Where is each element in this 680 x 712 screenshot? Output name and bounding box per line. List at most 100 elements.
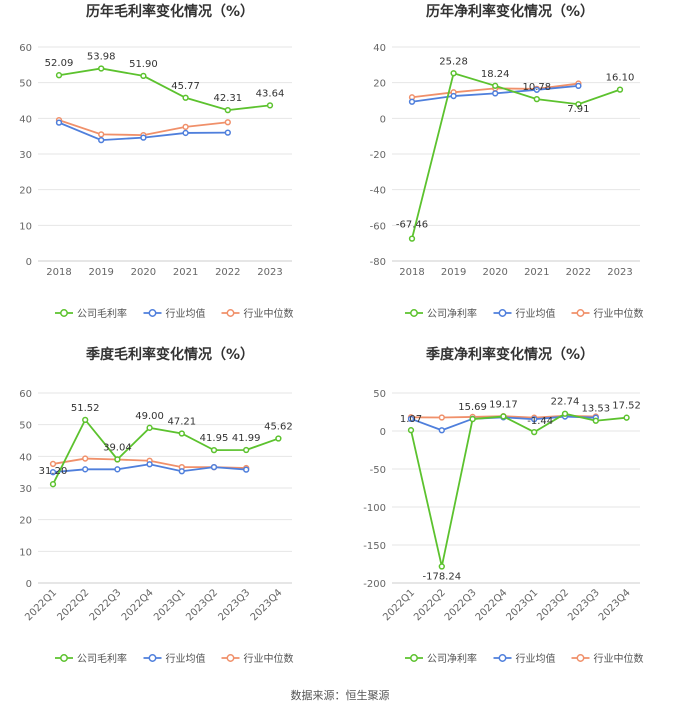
data-label: 41.99 (232, 433, 261, 444)
data-point[interactable] (140, 134, 147, 141)
data-point[interactable] (469, 415, 476, 423)
data-point[interactable] (210, 463, 218, 471)
chart-panel-1: 历年毛利率变化情况（%） 0 10 20 30 40 50 60 2018 2019 2020 202… (19, 3, 293, 320)
series-line-1 (52, 418, 279, 485)
x-tick-label: 2018 (46, 267, 71, 278)
legend-item-2[interactable]: 行业均值 (493, 307, 556, 320)
data-point[interactable] (98, 136, 105, 144)
data-point[interactable] (55, 119, 63, 126)
y-tick-label: 50 (19, 79, 32, 90)
x-tick-label: 2019 (441, 267, 466, 278)
data-point[interactable] (492, 90, 499, 97)
data-point[interactable] (492, 82, 499, 89)
data-point[interactable] (243, 446, 250, 454)
data-point[interactable] (450, 70, 457, 77)
data-label: -1.44 (527, 416, 553, 427)
data-point[interactable] (533, 86, 540, 93)
data-point[interactable] (531, 416, 538, 423)
chart-panel-4: 季度净利率变化情况（%）-200-150-100-500502022Q12022… (363, 346, 643, 665)
data-point[interactable] (438, 427, 445, 434)
data-point[interactable] (561, 410, 569, 417)
data-label: 45.62 (264, 422, 293, 433)
data-point[interactable] (98, 65, 105, 72)
y-tick-label: 10 (19, 547, 32, 558)
legend-item-1[interactable]: 公司毛利率 (55, 307, 127, 320)
chart-title: 历年毛利率变化情况（%） (86, 3, 254, 20)
y-tick-label: 60 (19, 43, 32, 54)
y-tick-label: 0 (380, 114, 386, 125)
data-point[interactable] (49, 460, 57, 468)
legend-swatch-marker (148, 654, 157, 662)
data-point[interactable] (266, 102, 274, 109)
x-tick-label: 2022Q3 (443, 587, 479, 623)
y-tick-label: 50 (373, 389, 386, 400)
y-tick-label: -40 (370, 186, 386, 197)
legend-item-3[interactable]: 行业中位数 (571, 307, 644, 320)
data-point[interactable] (224, 129, 231, 136)
legend-item-2[interactable]: 行业均值 (143, 307, 206, 320)
data-point[interactable] (114, 466, 121, 473)
data-point[interactable] (82, 416, 89, 424)
data-point[interactable] (210, 447, 218, 454)
data-point[interactable] (243, 466, 250, 473)
legend-item-2[interactable]: 行业均值 (143, 652, 206, 665)
data-point[interactable] (533, 95, 540, 103)
data-point[interactable] (531, 428, 538, 436)
data-point[interactable] (178, 468, 185, 475)
data-label: 15.69 (458, 402, 487, 413)
legend-item-1[interactable]: 公司净利率 (405, 307, 477, 320)
x-tick-label: 2018 (399, 267, 424, 278)
data-point[interactable] (140, 72, 147, 80)
y-tick-label: 20 (373, 79, 386, 90)
data-point[interactable] (407, 427, 415, 434)
data-point[interactable] (49, 481, 57, 488)
legend-item-1[interactable]: 公司净利率 (405, 652, 477, 665)
y-tick-label: 30 (19, 150, 32, 161)
data-point[interactable] (623, 414, 630, 421)
legend-label: 行业中位数 (244, 307, 294, 320)
legend-item-2[interactable]: 行业均值 (493, 652, 556, 665)
y-tick-label: 40 (19, 452, 32, 463)
data-point[interactable] (55, 72, 63, 79)
data-point[interactable] (616, 86, 624, 93)
series-line-1 (411, 72, 621, 239)
data-point[interactable] (182, 123, 189, 131)
data-point[interactable] (114, 456, 121, 463)
data-point[interactable] (146, 424, 153, 431)
data-point[interactable] (575, 82, 582, 90)
legend-item-1[interactable]: 公司毛利率 (55, 652, 127, 665)
data-point[interactable] (275, 435, 282, 442)
data-point[interactable] (407, 415, 415, 422)
data-point[interactable] (438, 414, 445, 421)
legend-label: 行业均值 (166, 307, 206, 320)
data-point[interactable] (182, 129, 189, 137)
data-point[interactable] (224, 119, 231, 126)
x-tick-label: 2022Q3 (88, 587, 124, 623)
data-point[interactable] (592, 417, 599, 424)
data-point[interactable] (98, 131, 105, 138)
data-point[interactable] (408, 235, 416, 242)
x-tick-label: 2023Q2 (535, 587, 571, 623)
data-point[interactable] (178, 430, 185, 437)
data-point[interactable] (49, 469, 57, 476)
data-point[interactable] (182, 94, 189, 101)
y-tick-label: 40 (373, 43, 386, 54)
x-tick-label: 2023Q4 (597, 587, 633, 623)
legend-item-3[interactable]: 行业中位数 (221, 307, 294, 320)
data-point[interactable] (82, 466, 89, 473)
legend-item-3[interactable]: 行业中位数 (221, 652, 294, 665)
data-point[interactable] (575, 101, 582, 108)
data-point[interactable] (450, 92, 457, 100)
data-point[interactable] (438, 563, 445, 570)
chart-panel-3: 季度毛利率变化情况（%）01020304050602022Q12022Q2202… (19, 346, 293, 665)
legend-item-3[interactable]: 行业中位数 (571, 652, 644, 665)
data-label: 43.64 (256, 88, 285, 99)
data-label: 7.91 (567, 104, 589, 115)
data-label: -67.46 (396, 220, 428, 231)
data-point[interactable] (500, 413, 507, 420)
data-point[interactable] (146, 461, 153, 468)
data-point[interactable] (408, 98, 416, 105)
y-tick-label: -20 (370, 150, 386, 161)
data-point[interactable] (224, 106, 231, 114)
data-point[interactable] (82, 455, 89, 462)
